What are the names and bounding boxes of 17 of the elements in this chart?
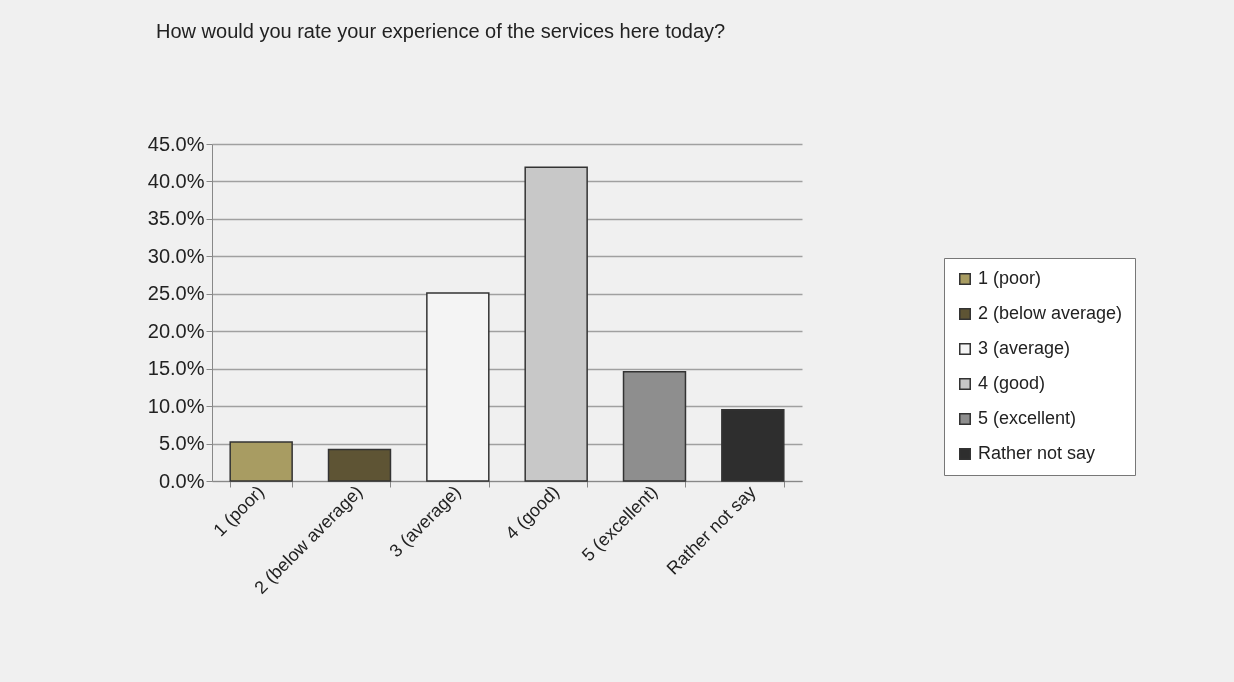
legend-label: 4 (good)	[978, 373, 1046, 393]
chart-title: How would you rate your experience of the services here today?	[156, 20, 726, 42]
legend-label: 1 (poor)	[978, 268, 1042, 288]
legend-label: Rather not say	[978, 443, 1096, 463]
y-tick-label: 10.0%	[147, 394, 205, 417]
y-tick-label: 45.0%	[147, 132, 205, 155]
y-tick-label: 35.0%	[147, 207, 205, 230]
y-tick-label: 30.0%	[147, 244, 205, 267]
legend-label: 3 (average)	[978, 338, 1071, 358]
legend-label: 5 (excellent)	[978, 408, 1077, 428]
y-tick-label: 15.0%	[147, 357, 205, 380]
legend-label: 2 (below average)	[978, 303, 1123, 323]
y-tick-label: 5.0%	[158, 432, 205, 455]
y-tick-label: 20.0%	[147, 319, 205, 342]
y-tick-label: 0.0%	[158, 469, 205, 492]
y-tick-label: 40.0%	[147, 169, 205, 192]
y-tick-label: 25.0%	[147, 282, 205, 305]
